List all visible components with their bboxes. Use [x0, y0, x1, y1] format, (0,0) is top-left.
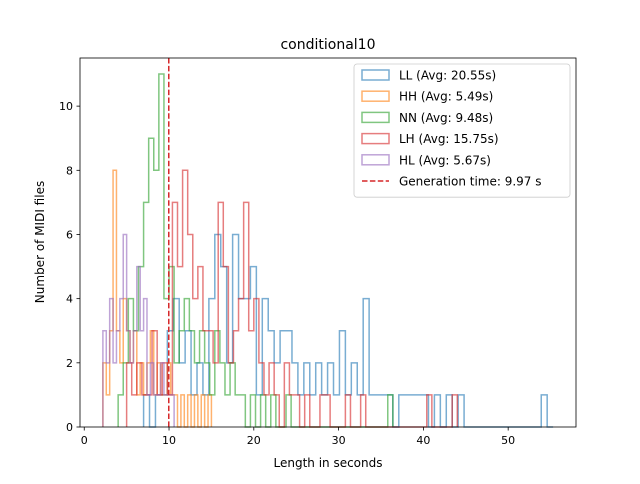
legend-label: HH (Avg: 5.49s) — [399, 90, 493, 104]
x-tick-label: 20 — [247, 434, 261, 447]
legend-swatch — [361, 69, 390, 81]
x-tick-label: 10 — [162, 434, 176, 447]
legend-swatch — [361, 90, 390, 102]
x-tick-label: 40 — [416, 434, 430, 447]
y-axis-label: Number of MIDI files — [33, 181, 47, 303]
axes: 0 10 20 30 40 50 0 2 4 6 8 10 — [59, 57, 577, 447]
legend-label: Generation time: 9.97 s — [399, 175, 542, 189]
legend-label: HL (Avg: 5.67s) — [399, 153, 491, 167]
x-axis-label: Length in seconds — [273, 456, 382, 470]
legend-label: LL (Avg: 20.55s) — [399, 69, 496, 83]
x-tick-label: 50 — [501, 434, 515, 447]
y-tick-label: 2 — [66, 357, 73, 370]
y-tick-label: 6 — [66, 228, 73, 241]
x-tick-label: 0 — [81, 434, 88, 447]
legend-box — [353, 63, 571, 198]
legend-swatch — [361, 132, 390, 145]
axes-frame — [79, 57, 577, 428]
series-step-5 — [102, 233, 175, 427]
legend: LL (Avg: 20.55s) HH (Avg: 5.49s) NN (Avg: … — [353, 63, 571, 198]
legend-label: NN (Avg: 9.48s) — [399, 111, 493, 125]
legend-swatch — [361, 111, 390, 124]
legend-swatch — [361, 154, 390, 166]
y-tick-label: 10 — [59, 100, 73, 113]
x-tick-label: 30 — [332, 434, 346, 447]
legend-label: LH (Avg: 15.75s) — [399, 132, 499, 146]
y-tick-label: 4 — [66, 293, 73, 306]
y-tick-label: 0 — [66, 421, 73, 434]
chart-title: conditional10 — [280, 37, 375, 53]
y-tick-label: 8 — [66, 164, 73, 177]
